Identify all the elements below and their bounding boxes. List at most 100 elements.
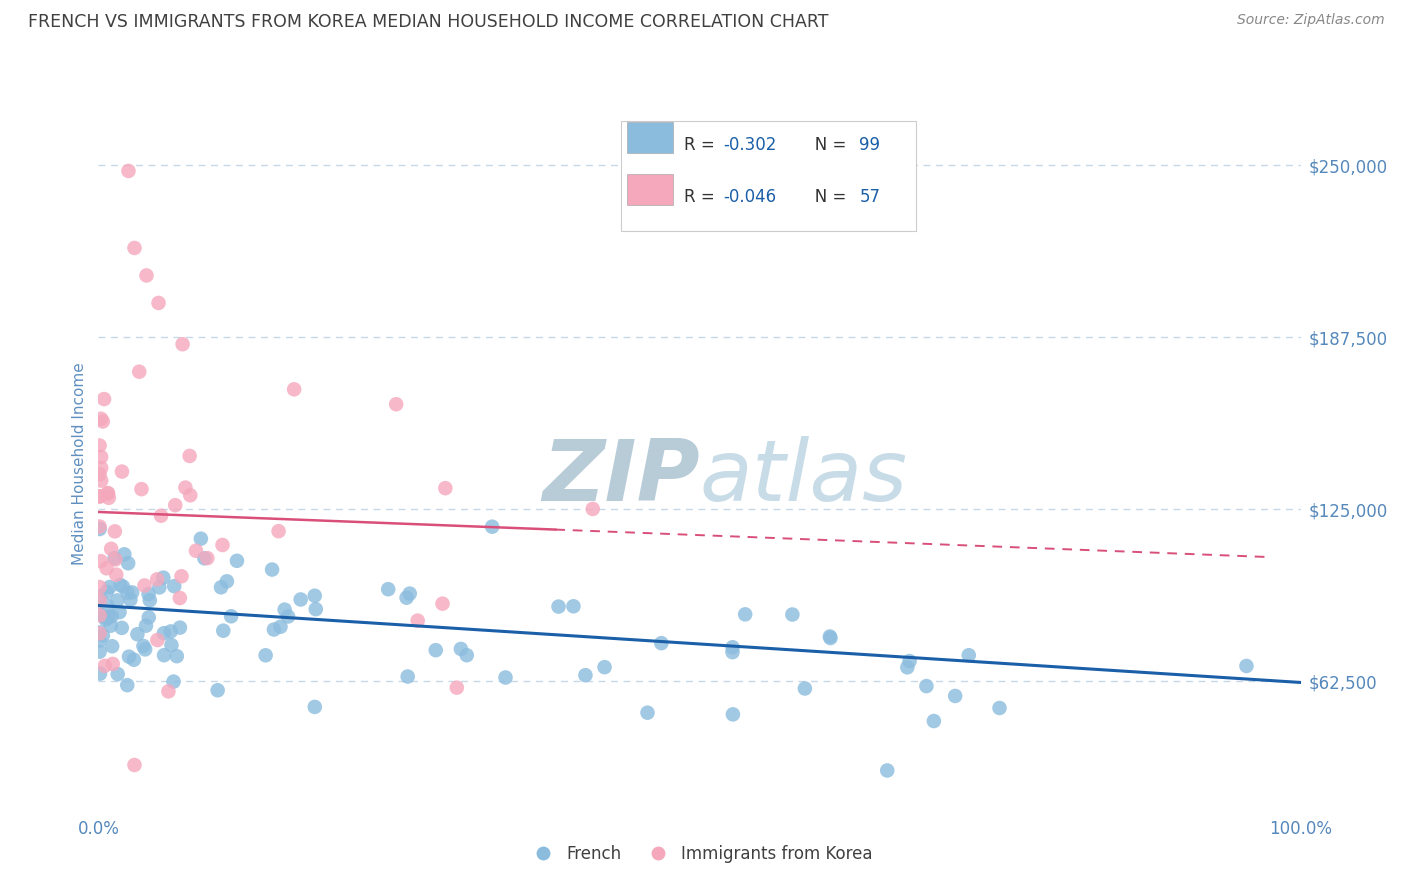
Point [215, 574, 238, 589]
Point [254, 648, 277, 663]
Point [89, 522, 111, 536]
Text: N =: N = [799, 188, 852, 206]
FancyBboxPatch shape [627, 174, 673, 205]
Point [574, 668, 596, 682]
Point [135, 268, 157, 283]
Point [146, 572, 169, 586]
Text: N =: N = [799, 136, 852, 154]
Point [721, 640, 744, 655]
Point [112, 547, 135, 561]
Point [101, 657, 124, 671]
Point [120, 592, 142, 607]
Point [226, 554, 249, 568]
Point [495, 671, 517, 685]
Point [434, 481, 457, 495]
Point [153, 626, 176, 640]
Point [721, 707, 744, 722]
Point [90, 474, 112, 488]
Point [138, 587, 160, 601]
Point [152, 571, 174, 585]
Point [89, 608, 111, 623]
Point [148, 296, 170, 310]
Point [91, 628, 114, 642]
Point [97, 486, 120, 500]
Point [97, 486, 120, 500]
Point [89, 666, 111, 681]
Point [132, 639, 155, 653]
Point [922, 714, 945, 728]
Point [262, 563, 284, 577]
Point [122, 653, 145, 667]
Point [456, 648, 478, 663]
Point [96, 584, 118, 599]
Point [107, 667, 129, 681]
Point [385, 397, 408, 411]
Text: atlas: atlas [699, 436, 907, 519]
Point [100, 618, 122, 632]
Point [734, 607, 756, 622]
Point [593, 660, 616, 674]
Point [150, 508, 173, 523]
Point [91, 414, 114, 428]
Point [89, 593, 111, 607]
Point [450, 641, 472, 656]
Point [117, 585, 139, 599]
Point [547, 599, 569, 614]
Point [94, 613, 117, 627]
Point [209, 580, 232, 594]
Point [127, 627, 149, 641]
Point [395, 591, 418, 605]
Point [193, 551, 215, 566]
Point [406, 614, 429, 628]
Point [134, 578, 156, 592]
Point [277, 609, 299, 624]
Point [124, 241, 146, 255]
Point [117, 678, 139, 692]
Point [139, 593, 162, 607]
Point [89, 519, 111, 533]
Point [398, 586, 420, 600]
Point [396, 669, 419, 683]
Point [481, 519, 503, 533]
Point [290, 592, 312, 607]
Point [111, 621, 134, 635]
Point [96, 561, 118, 575]
Point [101, 609, 124, 624]
Point [184, 543, 207, 558]
Point [89, 626, 111, 640]
Point [283, 382, 305, 396]
Text: Source: ZipAtlas.com: Source: ZipAtlas.com [1237, 13, 1385, 28]
Point [425, 643, 447, 657]
Point [582, 502, 605, 516]
Point [818, 630, 841, 644]
Point [305, 602, 328, 616]
Point [957, 648, 980, 663]
Point [179, 449, 201, 463]
Legend: French, Immigrants from Korea: French, Immigrants from Korea [519, 838, 880, 870]
Point [650, 636, 672, 650]
Point [90, 450, 112, 464]
Point [782, 607, 804, 622]
Point [100, 541, 122, 556]
Point [117, 556, 139, 570]
Point [562, 599, 585, 614]
Point [89, 438, 111, 452]
Point [93, 392, 115, 406]
Point [304, 699, 326, 714]
Point [117, 164, 139, 178]
Point [104, 551, 127, 566]
Point [89, 589, 111, 603]
Point [112, 580, 135, 594]
Point [162, 674, 184, 689]
Point [97, 491, 120, 505]
Point [135, 618, 157, 632]
Text: FRENCH VS IMMIGRANTS FROM KOREA MEDIAN HOUSEHOLD INCOME CORRELATION CHART: FRENCH VS IMMIGRANTS FROM KOREA MEDIAN H… [28, 13, 828, 31]
Point [159, 624, 181, 639]
Point [104, 552, 127, 566]
Point [898, 654, 921, 668]
Point [148, 581, 170, 595]
Point [89, 467, 111, 482]
Point [89, 625, 111, 640]
Point [169, 621, 191, 635]
Point [943, 689, 966, 703]
